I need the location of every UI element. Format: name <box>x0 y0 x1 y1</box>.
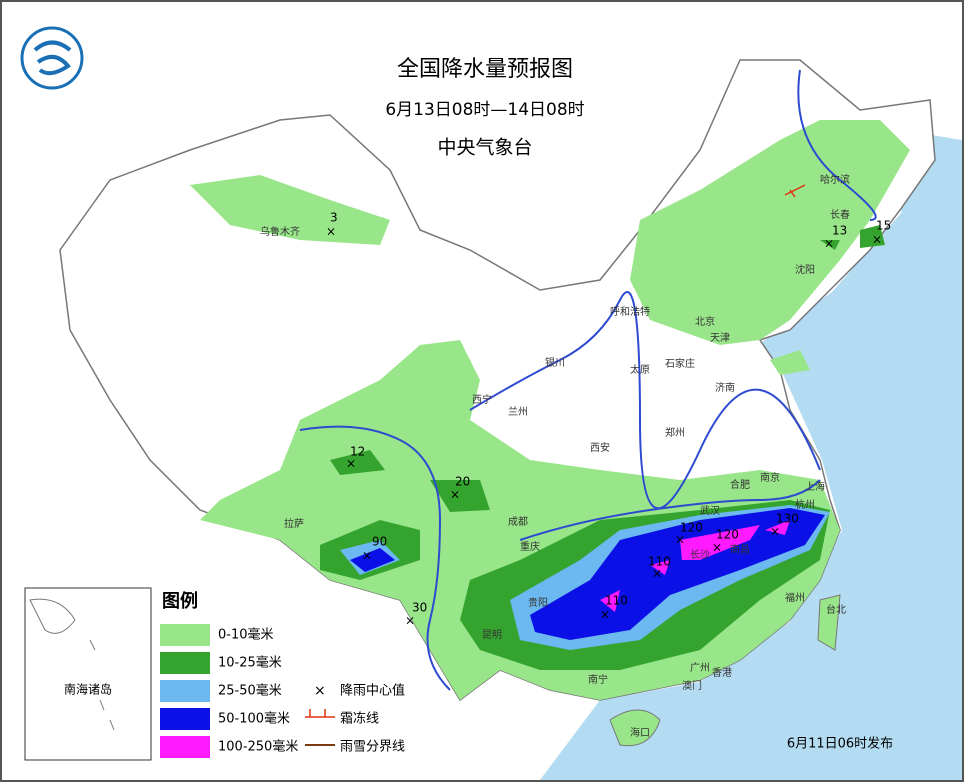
legend-swatch <box>160 680 210 702</box>
city: 武汉 <box>700 504 720 517</box>
rain-0-10 <box>190 175 390 245</box>
city: 济南 <box>715 381 735 394</box>
inset-label: 南海诸岛 <box>64 682 112 697</box>
city: 石家庄 <box>665 357 695 370</box>
legend-label: 50-100毫米 <box>218 711 290 727</box>
title: 全国降水量预报图 <box>397 57 573 82</box>
rain-0-10 <box>770 350 810 375</box>
legend-label: 降雨中心值 <box>340 683 405 699</box>
legend: 图例 0-10毫米 10-25毫米 25-50毫米 50-100毫米 100-2… <box>160 590 405 758</box>
center-value: 13 <box>832 224 847 238</box>
center-value: 30 <box>412 601 427 615</box>
legend-swatch <box>160 624 210 646</box>
rain-centers: ×3 ×13 ×15 ×12 ×20 ×90 ×30 ×110 ×110 ×12… <box>326 211 891 628</box>
city: 呼和浩特 <box>610 306 650 318</box>
legend-symbol: × <box>314 683 326 699</box>
legend-swatch <box>160 708 210 730</box>
center-x: × <box>770 525 780 539</box>
city: 合肥 <box>730 478 750 491</box>
city: 成都 <box>508 516 528 528</box>
center-value: 110 <box>648 555 671 569</box>
rain-0-10 <box>630 120 910 345</box>
logo-mark <box>33 40 72 76</box>
taiwan <box>817 594 841 651</box>
city: 长春 <box>830 209 850 221</box>
center-x: × <box>712 541 722 555</box>
city: 贵阳 <box>528 596 548 609</box>
city: 沈阳 <box>795 263 815 276</box>
center-x: × <box>346 457 356 471</box>
inset-frame <box>24 587 152 761</box>
city: 广州 <box>690 662 710 674</box>
center-value: 12 <box>350 445 365 459</box>
city: 昆明 <box>482 629 502 641</box>
city: 南京 <box>760 471 780 484</box>
center-x: × <box>450 488 460 502</box>
sea <box>540 120 962 780</box>
city: 南昌 <box>730 543 750 556</box>
city: 台北 <box>826 603 846 616</box>
center-x: × <box>600 608 610 622</box>
center-x: × <box>872 233 882 247</box>
center-value: 110 <box>605 594 628 608</box>
river <box>299 69 877 691</box>
legend-label: 0-10毫米 <box>218 627 274 643</box>
city: 西安 <box>590 441 610 454</box>
city: 香港 <box>712 667 732 679</box>
legend-title: 图例 <box>162 590 198 612</box>
legend-label: 雨雪分界线 <box>340 740 405 755</box>
legend-label: 100-250毫米 <box>218 739 298 755</box>
city-labels: 乌鲁木齐 哈尔滨 长春 沈阳 呼和浩特 北京 天津 银川 太原 石家庄 济南 西… <box>260 173 850 739</box>
center-x: × <box>675 533 685 547</box>
center-x: × <box>326 225 336 239</box>
center-value: 3 <box>330 211 338 225</box>
center-x: × <box>405 614 415 628</box>
center-value: 20 <box>455 475 470 489</box>
legend-label: 霜冻线 <box>340 711 379 727</box>
center-value: 90 <box>372 535 387 549</box>
city: 天津 <box>710 332 730 344</box>
center-x: × <box>824 237 834 251</box>
center-x: × <box>362 549 372 563</box>
center-value: 15 <box>876 219 891 233</box>
rain-100-250 <box>600 520 790 612</box>
center-x: × <box>652 567 662 581</box>
city: 南宁 <box>588 673 608 686</box>
city: 重庆 <box>520 540 540 553</box>
hainan <box>609 709 661 747</box>
city: 长沙 <box>690 549 710 561</box>
issue-time: 6月11日06时发布 <box>787 736 893 752</box>
city: 西宁 <box>472 393 492 406</box>
city: 澳门 <box>682 679 702 692</box>
city: 福州 <box>785 591 805 604</box>
city: 兰州 <box>508 405 528 418</box>
city: 拉萨 <box>284 517 304 530</box>
city: 杭州 <box>795 498 815 511</box>
legend-symbol <box>305 709 335 718</box>
legend-label: 25-50毫米 <box>218 683 282 699</box>
inset-outline <box>29 598 115 731</box>
city: 银川 <box>545 356 565 369</box>
frost-line <box>784 184 806 198</box>
city: 乌鲁木齐 <box>260 225 300 238</box>
city: 北京 <box>695 315 715 328</box>
center-value: 120 <box>716 528 739 542</box>
legend-swatch <box>160 736 210 758</box>
city: 哈尔滨 <box>820 173 850 186</box>
center-value: 130 <box>776 512 799 526</box>
period: 6月13日08时—14日08时 <box>385 100 584 120</box>
city: 太原 <box>630 363 650 376</box>
legend-label: 10-25毫米 <box>218 655 282 671</box>
legend-swatch <box>160 652 210 674</box>
center-value: 120 <box>680 521 703 535</box>
issuer: 中央气象台 <box>437 137 532 159</box>
city: 海口 <box>630 726 650 739</box>
city: 上海 <box>805 480 825 493</box>
city: 郑州 <box>665 426 685 439</box>
